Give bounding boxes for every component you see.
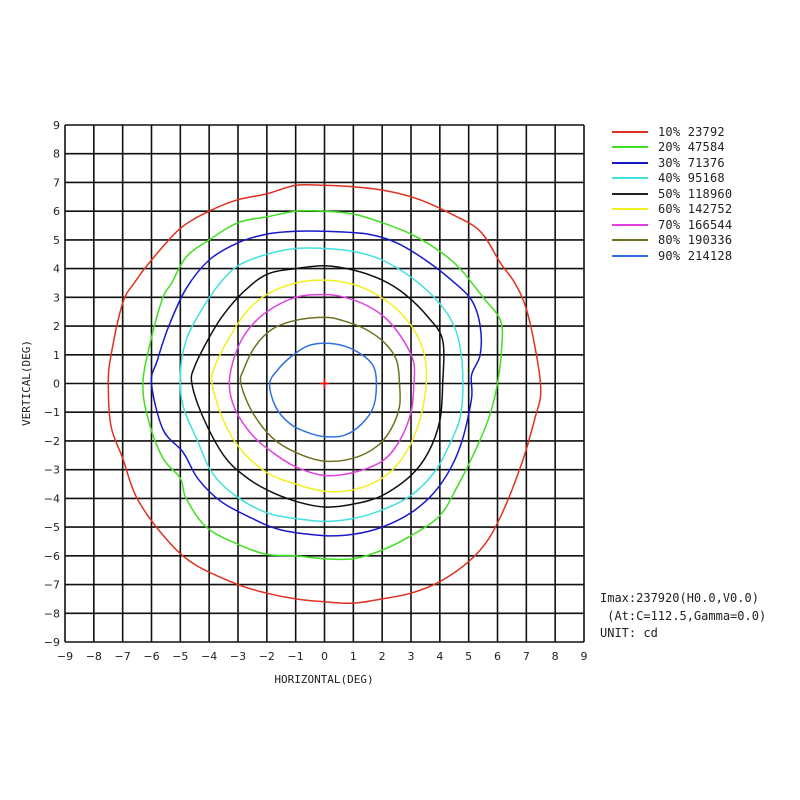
contour-40-percent [179,247,464,523]
contour-10-percent [107,183,542,605]
x-tick-label: 3 [408,650,415,663]
y-tick-label: 0 [53,378,60,391]
photometric-info: Imax:237920(H0.0,V0.0) (At:C=112.5,Gamma… [600,590,766,643]
legend-label: 30% 71376 [658,155,725,170]
legend-label: 70% 166544 [658,217,733,232]
contour-30-percent [150,230,482,537]
x-tick-label: 4 [436,650,443,663]
legend-label: 10% 23792 [658,124,725,139]
contour-70-percent [228,293,416,477]
x-tick-label: 7 [523,650,530,663]
legend-item: 40% 95168 [612,171,732,187]
x-tick-label: 2 [379,650,386,663]
x-tick-label: 9 [581,650,588,663]
legend-item: 70% 166544 [612,217,732,233]
x-tick-label: −2 [259,650,275,663]
y-tick-label: 5 [53,234,60,247]
y-tick-label: 2 [53,320,60,333]
legend: 10% 23792 20% 47584 30% 71376 40% 95168 … [612,124,732,264]
imax-text: Imax:237920(H0.0,V0.0) [600,591,759,605]
legend-label: 80% 190336 [658,233,733,248]
x-tick-label: −9 [57,650,73,663]
y-axis-title: VERTICAL(DEG) [20,340,33,426]
legend-item: 20% 47584 [612,140,732,156]
x-tick-label: 0 [321,650,328,663]
y-tick-label: −3 [44,464,60,477]
y-tick-label: −5 [44,521,60,534]
legend-swatch-icon [612,239,648,242]
y-tick-label: −1 [44,406,60,419]
center-marker-icon [319,378,330,389]
y-tick-label: −8 [44,607,60,620]
x-axis-ticks: −9 −8 −7 −6 −5 −4 −3 −2 −1 0 1 2 3 4 5 6 7 8 9 [57,650,588,663]
x-axis-title: HORIZONTAL(DEG) [274,673,373,686]
legend-item: 80% 190336 [612,233,732,249]
x-tick-label: 6 [494,650,501,663]
y-tick-label: −2 [44,435,60,448]
y-tick-label: 4 [53,263,60,276]
legend-swatch-icon [612,146,648,149]
legend-swatch-icon [612,161,648,164]
contour-60-percent [210,279,428,493]
legend-swatch-icon [612,208,648,211]
legend-swatch-icon [612,223,648,226]
y-tick-label: 3 [53,291,60,304]
legend-label: 50% 118960 [658,186,733,201]
legend-item: 90% 214128 [612,248,732,264]
y-tick-label: 1 [53,349,60,362]
legend-label: 20% 47584 [658,140,725,155]
x-tick-label: 5 [465,650,472,663]
x-tick-label: −6 [143,650,159,663]
legend-label: 40% 95168 [658,171,725,186]
y-tick-label: −6 [44,550,60,563]
x-tick-label: −8 [86,650,102,663]
y-axis-ticks: 9 8 7 6 5 4 3 2 1 0 −1 −2 −3 −4 −5 −6 −7 −8 −9 [44,119,60,649]
legend-label: 60% 142752 [658,202,733,217]
legend-label: 90% 214128 [658,248,733,263]
legend-item: 30% 71376 [612,155,732,171]
x-tick-label: 8 [552,650,559,663]
legend-swatch-icon [612,177,648,180]
contour-90-percent [268,342,378,438]
x-tick-label: −7 [115,650,131,663]
legend-item: 50% 118960 [612,186,732,202]
x-tick-label: 1 [350,650,357,663]
legend-item: 10% 23792 [612,124,732,140]
x-tick-label: −5 [172,650,188,663]
y-tick-label: 9 [53,119,60,132]
legend-swatch-icon [612,254,648,257]
y-tick-label: −4 [44,492,60,505]
y-tick-label: 7 [53,176,60,189]
unit-text: UNIT: cd [600,626,658,640]
y-tick-label: 8 [53,148,60,161]
legend-swatch-icon [612,130,648,133]
x-tick-label: −3 [230,650,246,663]
contour-50-percent [190,264,445,508]
legend-item: 60% 142752 [612,202,732,218]
y-tick-label: −9 [44,636,60,649]
x-tick-label: −1 [288,650,304,663]
y-tick-label: −7 [44,579,60,592]
contour-80-percent [239,316,401,463]
angle-info-text: (At:C=112.5,Gamma=0.0) [600,608,767,623]
x-tick-label: −4 [201,650,217,663]
contour-lines [107,183,542,605]
legend-swatch-icon [612,192,648,195]
contour-20-percent [142,209,504,561]
y-tick-label: 6 [53,205,60,218]
